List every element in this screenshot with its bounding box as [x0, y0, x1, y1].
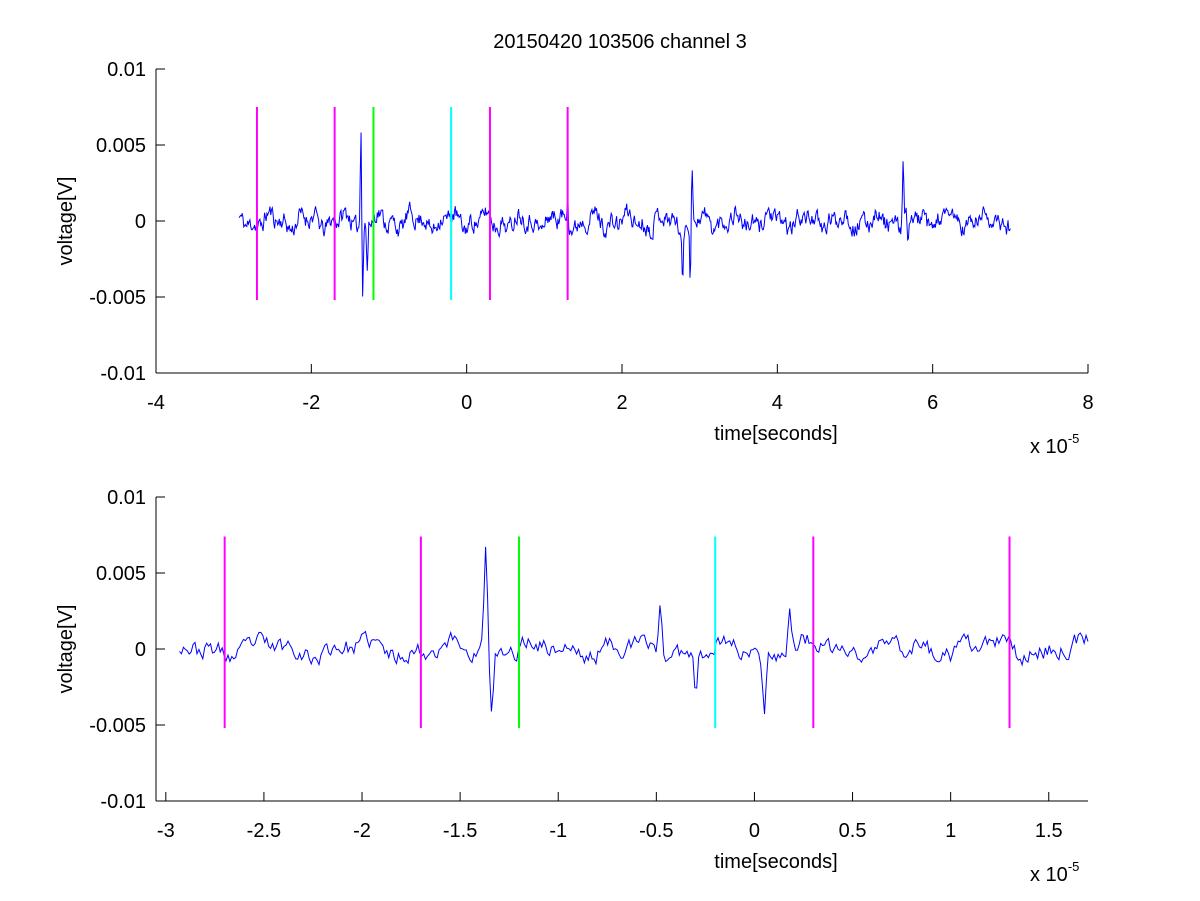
- y-tick-label: -0.01: [100, 363, 146, 385]
- y-axis-label: voltage[V]: [55, 605, 77, 694]
- axes-1: -0.01 -0.005 0 0.005 0.01 -4 -2 0 2 4 6 8 time[secon…: [55, 59, 1094, 458]
- x-tick-label: 6: [927, 392, 938, 414]
- axes-2: -0.01 -0.005 0 0.005 0.01 -3 -2.5 -2 -1.5 -1 -0.5 0…: [55, 487, 1089, 886]
- x-tick-label: 4: [772, 392, 783, 414]
- x-tick-label: -2.5: [247, 820, 281, 842]
- x-tick-label: -4: [147, 392, 165, 414]
- y-axis-label: voltage[V]: [55, 177, 77, 266]
- y-tick-label: 0.005: [96, 135, 146, 157]
- y-tick-label: 0.01: [107, 59, 146, 81]
- x-tick-label: 2: [616, 392, 627, 414]
- x-tick-label: -1.5: [443, 820, 477, 842]
- x-tick-label: 0.5: [839, 820, 867, 842]
- x-tick-label: -0.5: [639, 820, 673, 842]
- x-tick-label: 1.5: [1035, 820, 1063, 842]
- y-tick-label: -0.005: [89, 715, 146, 737]
- x-tick-label: -1: [549, 820, 567, 842]
- x-tick-label: 0: [749, 820, 760, 842]
- x-tick-label: 1: [945, 820, 956, 842]
- signal-trace: [238, 132, 1011, 297]
- x-tick-label: 0: [461, 392, 472, 414]
- x-exponent-superscript: -5: [1068, 431, 1080, 446]
- signal-trace: [179, 546, 1089, 715]
- x-tick-label: -2: [302, 392, 320, 414]
- y-tick-label: -0.005: [89, 287, 146, 309]
- x-exponent-superscript: -5: [1068, 859, 1080, 874]
- y-tick-label: -0.01: [100, 791, 146, 813]
- x-tick-label: 8: [1082, 392, 1093, 414]
- y-tick-label: 0: [135, 639, 146, 661]
- x-tick-label: -2: [353, 820, 371, 842]
- x-tick-label: -3: [157, 820, 175, 842]
- figure-title: 20150420 103506 channel 3: [493, 31, 747, 53]
- y-tick-label: 0.005: [96, 563, 146, 585]
- y-tick-label: 0.01: [107, 487, 146, 509]
- x-axis-label: time[seconds]: [714, 423, 837, 445]
- y-tick-label: 0: [135, 211, 146, 233]
- x-axis-label: time[seconds]: [714, 851, 837, 873]
